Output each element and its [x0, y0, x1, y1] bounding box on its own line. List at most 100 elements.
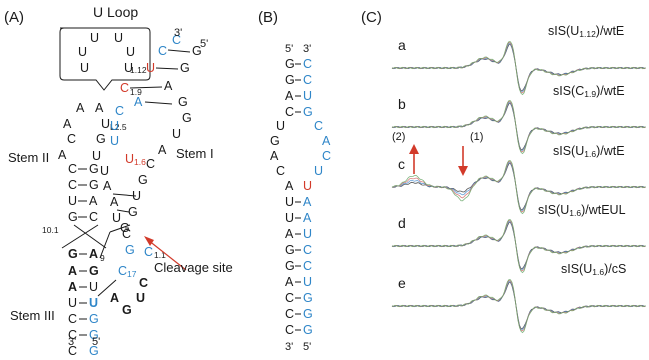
- svg-text:U: U: [276, 119, 285, 133]
- svg-text:U: U: [303, 227, 312, 241]
- stem2-bonds: [78, 168, 87, 218]
- svg-text:A: A: [110, 291, 119, 305]
- svg-text:A: A: [89, 194, 98, 208]
- svg-text:C: C: [285, 105, 294, 119]
- svg-text:U: U: [89, 296, 98, 310]
- svg-text:C: C: [68, 312, 77, 326]
- svg-text:U: U: [172, 127, 181, 141]
- epr-traces: [391, 41, 646, 334]
- svg-text:A: A: [63, 117, 72, 131]
- svg-text:G: G: [285, 73, 295, 87]
- epr-trace-line: [391, 219, 646, 274]
- svg-text:G: G: [285, 259, 295, 273]
- panel-b-label: (B): [258, 9, 278, 26]
- a9-subscript: 9: [100, 253, 105, 263]
- svg-text:U: U: [68, 296, 77, 310]
- svg-text:G: G: [89, 328, 99, 342]
- svg-text:A: A: [285, 275, 294, 289]
- cleavage-nt-c: C: [139, 276, 148, 290]
- svg-text:G: G: [303, 105, 313, 119]
- trace-label-b: sIS(C1.9)/wtE: [553, 84, 625, 99]
- svg-text:G: G: [182, 111, 192, 125]
- svg-text:U: U: [314, 164, 323, 178]
- junction-lines: [61, 224, 131, 297]
- svg-text:C: C: [89, 210, 98, 224]
- svg-text:G: G: [89, 178, 99, 192]
- svg-text:G: G: [125, 243, 135, 257]
- svg-text:A: A: [95, 101, 104, 115]
- trace-label-d: sIS(U1.6)/wtEUL: [538, 203, 626, 218]
- stem3-bonds: [79, 253, 87, 336]
- svg-text:U: U: [68, 194, 77, 208]
- svg-text:U: U: [92, 149, 101, 163]
- svg-text:U: U: [303, 89, 312, 103]
- svg-text:C: C: [314, 119, 323, 133]
- svg-text:U: U: [285, 211, 294, 225]
- svg-text:C: C: [303, 73, 312, 87]
- stem3-three-prime: 3': [68, 336, 76, 348]
- c11-subscript: 1.1: [154, 250, 166, 260]
- svg-text:U: U: [132, 189, 141, 203]
- svg-text:G: G: [89, 162, 99, 176]
- u-loop-title: U Loop: [93, 4, 138, 20]
- svg-text:U: U: [303, 275, 312, 289]
- epr-trace-line: [391, 160, 646, 215]
- svg-text:C: C: [322, 149, 331, 163]
- marker-1-arrowhead: [458, 166, 468, 176]
- stem1-strand-left: G C U A A U U U U C A C U C C: [92, 33, 181, 257]
- svg-text:G: G: [89, 344, 99, 358]
- svg-text:A: A: [103, 179, 112, 193]
- epr-trace-line: [391, 100, 646, 155]
- epr-trace-line: [391, 41, 646, 96]
- svg-text:C: C: [303, 57, 312, 71]
- svg-text:A: A: [89, 247, 98, 261]
- svg-text:G: G: [96, 132, 106, 146]
- marker-2-arrowhead: [409, 144, 419, 154]
- u-loop-letter: U: [90, 31, 99, 45]
- marker-1-label: (1): [470, 131, 483, 143]
- trace-letter-c: c: [398, 156, 405, 172]
- stem1-strand-right: G G A G G U A C G U G G: [120, 44, 202, 235]
- stem3-label: Stem III: [10, 308, 55, 323]
- svg-text:C: C: [67, 132, 76, 146]
- panel-b-three-prime-bottom: 3': [285, 341, 293, 353]
- trace-letter-d: d: [398, 215, 406, 231]
- cleavage-arrow: [147, 239, 187, 271]
- u-loop-letter: U: [124, 61, 133, 75]
- svg-text:G: G: [138, 173, 148, 187]
- svg-text:C: C: [276, 164, 285, 178]
- svg-text:G: G: [68, 247, 78, 261]
- svg-text:C: C: [146, 157, 155, 171]
- svg-text:A: A: [285, 227, 294, 241]
- svg-text:C: C: [158, 44, 167, 58]
- svg-text:U: U: [285, 195, 294, 209]
- svg-text:A: A: [322, 134, 331, 148]
- svg-text:G: G: [178, 95, 188, 109]
- panel-b-top-bonds: [295, 63, 301, 113]
- svg-text:U: U: [136, 291, 145, 305]
- svg-text:A: A: [270, 149, 279, 163]
- svg-text:U: U: [110, 119, 119, 133]
- n112-label: 1.12: [130, 65, 147, 75]
- u16-label: U1.6: [125, 152, 146, 167]
- svg-text:G: G: [270, 134, 280, 148]
- svg-text:U: U: [89, 280, 98, 294]
- svg-text:C: C: [285, 323, 294, 337]
- svg-text:U: U: [110, 134, 119, 148]
- svg-text:C: C: [285, 291, 294, 305]
- panel-c: a b c d e sIS(U1.12)/wtE sIS(C1.9)/wtE s…: [391, 24, 646, 334]
- svg-text:G: G: [303, 307, 313, 321]
- svg-text:C: C: [115, 104, 124, 118]
- svg-text:C: C: [68, 328, 77, 342]
- panel-c-label: (C): [361, 9, 382, 26]
- svg-text:G: G: [68, 210, 78, 224]
- panel-b-five-prime-bottom: 5': [303, 341, 311, 353]
- svg-text:U: U: [146, 61, 155, 75]
- svg-text:U: U: [303, 179, 312, 193]
